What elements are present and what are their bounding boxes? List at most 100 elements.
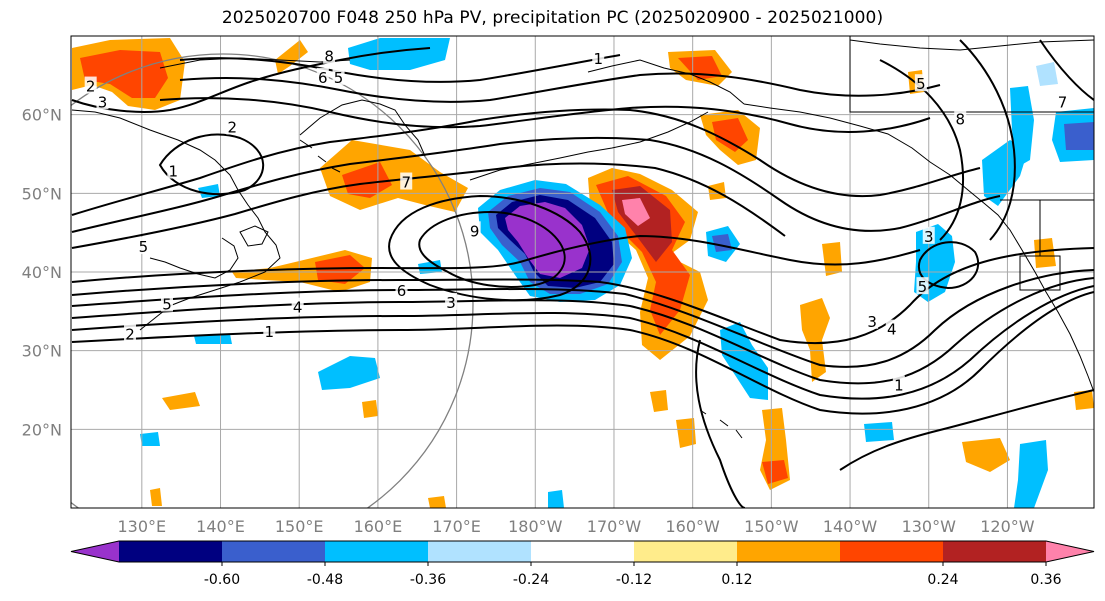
precip-blob-small-10	[150, 488, 162, 506]
pv-contour-4	[71, 269, 1094, 368]
pv-label-background	[954, 109, 967, 127]
precip-blob-japan-pacific	[418, 260, 442, 274]
colorbar-swatch	[428, 541, 532, 562]
pv-contour-label: 5	[139, 238, 149, 256]
pv-label-background	[316, 67, 329, 85]
pv-label-background	[468, 221, 481, 239]
page-title: 2025020700 F048 250 hPa PV, precipitatio…	[221, 8, 884, 28]
colorbar-swatch	[222, 541, 326, 562]
latitude-label: 20°N	[22, 420, 62, 439]
longitude-label: 160°E	[354, 517, 403, 536]
pv-label-background	[445, 292, 458, 310]
colorbar-tick-label: -0.12	[616, 572, 652, 588]
precip-blob-alaska-south-core	[712, 118, 748, 152]
coastline-asia-east	[71, 109, 281, 331]
pv-contour-east-pacific-1	[839, 389, 1094, 471]
pv-contour-label: 7	[1058, 93, 1068, 111]
colorbar-swatch	[634, 541, 738, 562]
coastline-hokkaido	[239, 225, 269, 247]
pv-label-background	[1056, 92, 1069, 110]
precip-blob-mid-pacific-blue	[720, 322, 768, 400]
pv-contour-label: 1	[169, 163, 179, 181]
colorbar-tick-label: -0.60	[204, 572, 240, 588]
longitude-label: 140°W	[823, 517, 878, 536]
pv-label-background	[226, 117, 239, 135]
pv-label-background	[400, 172, 413, 190]
colorbar-tick-label: 0.12	[721, 572, 752, 588]
pv-contour-polar-3	[71, 162, 786, 249]
coastline-alaska-gulf	[743, 103, 951, 176]
colorbar-swatch	[943, 541, 1047, 562]
map-frame	[70, 35, 1095, 509]
colorbar-swatch	[840, 541, 944, 562]
pv-contour-label: 2	[125, 325, 135, 343]
pv-label-background	[124, 324, 137, 342]
precip-blob-small-blue-3	[1036, 62, 1058, 86]
pv-contour-alaska-loop	[695, 339, 746, 508]
pv-label-background	[161, 294, 174, 312]
precip-blob-small-11	[428, 496, 446, 508]
precip-positive-shading	[72, 38, 1094, 508]
precip-blob-mid-pacific-2-core	[762, 460, 788, 484]
pv-label-background	[291, 297, 304, 315]
pv-contour-label: 5	[334, 69, 344, 87]
precip-blob-okhotsk-blue	[348, 38, 450, 70]
colorbar-swatch	[325, 541, 429, 562]
precip-blob-small-2	[362, 400, 378, 418]
pv-contour-1-subtropical	[71, 291, 1094, 415]
colorbar-tick-label: -0.36	[410, 572, 446, 588]
pv-label-background	[922, 226, 935, 244]
pv-contour-ne-pacific-3	[1039, 39, 1094, 101]
pv-contour-kamchatka-low	[158, 133, 265, 196]
pv-label-background	[592, 49, 605, 67]
pv-contour-label: 6	[318, 69, 328, 87]
pv-contour-label: 3	[924, 228, 934, 246]
pv-contour-label: 3	[98, 93, 108, 111]
pv-contour-arctic-2	[179, 72, 941, 103]
colorbar-extend-min	[71, 541, 119, 562]
precip-blob-small-blue-1	[140, 432, 160, 446]
longitude-label: 130°E	[117, 517, 166, 536]
boundary-alaska-canada	[849, 36, 1094, 113]
pv-contour-label: 2	[228, 118, 238, 136]
precip-blob-okhotsk	[275, 40, 308, 74]
longitude-label: 120°W	[980, 517, 1035, 536]
pv-label-background	[263, 322, 276, 339]
pv-label-background	[137, 237, 150, 255]
pv-contour-label: 7	[401, 174, 411, 192]
longitude-label: 150°W	[744, 517, 799, 536]
colorbar-extend-max	[1046, 541, 1094, 562]
precip-blob-canada-2-core	[1064, 122, 1094, 150]
pv-contour-label: 1	[593, 50, 603, 68]
pv-contours	[71, 39, 1094, 508]
pv-contour-ne-pacific-1	[879, 59, 965, 241]
longitude-label: 150°E	[275, 517, 324, 536]
pv-contour-label: 5	[162, 295, 172, 313]
precip-blob-kuril-core	[342, 162, 392, 198]
pv-contour-ne-pacific-2	[959, 39, 1016, 241]
pv-label-background	[866, 311, 879, 329]
precip-blob-canada-1	[1010, 86, 1034, 168]
pv-label-background	[395, 281, 408, 299]
pv-contour-label: 9	[470, 222, 480, 240]
colorbar-tick-label: 0.24	[927, 572, 958, 588]
colorbar-tick-label: -0.24	[513, 572, 549, 588]
pv-label-background	[332, 67, 345, 85]
precip-blob-small-4	[676, 418, 696, 448]
latitude-label: 30°N	[22, 342, 62, 361]
coastline-alaska-west	[587, 59, 745, 105]
pv-contour-label: 3	[446, 294, 456, 312]
pv-contour-arctic-1	[179, 54, 621, 83]
pv-contour-2	[71, 285, 1094, 400]
colorbar-swatch	[531, 541, 635, 562]
pv-contour-3	[71, 277, 1094, 385]
colorbar-swatch	[737, 541, 841, 562]
coastline-canada-north	[849, 39, 1094, 51]
precip-blob-small-3	[650, 390, 668, 412]
longitude-label: 180°W	[508, 517, 563, 536]
longitude-label: 160°W	[665, 517, 720, 536]
pv-contour-polar-1	[71, 108, 981, 216]
colorbar-tick-label: 0.36	[1030, 572, 1061, 588]
coastline-kuril-islands	[299, 139, 341, 173]
